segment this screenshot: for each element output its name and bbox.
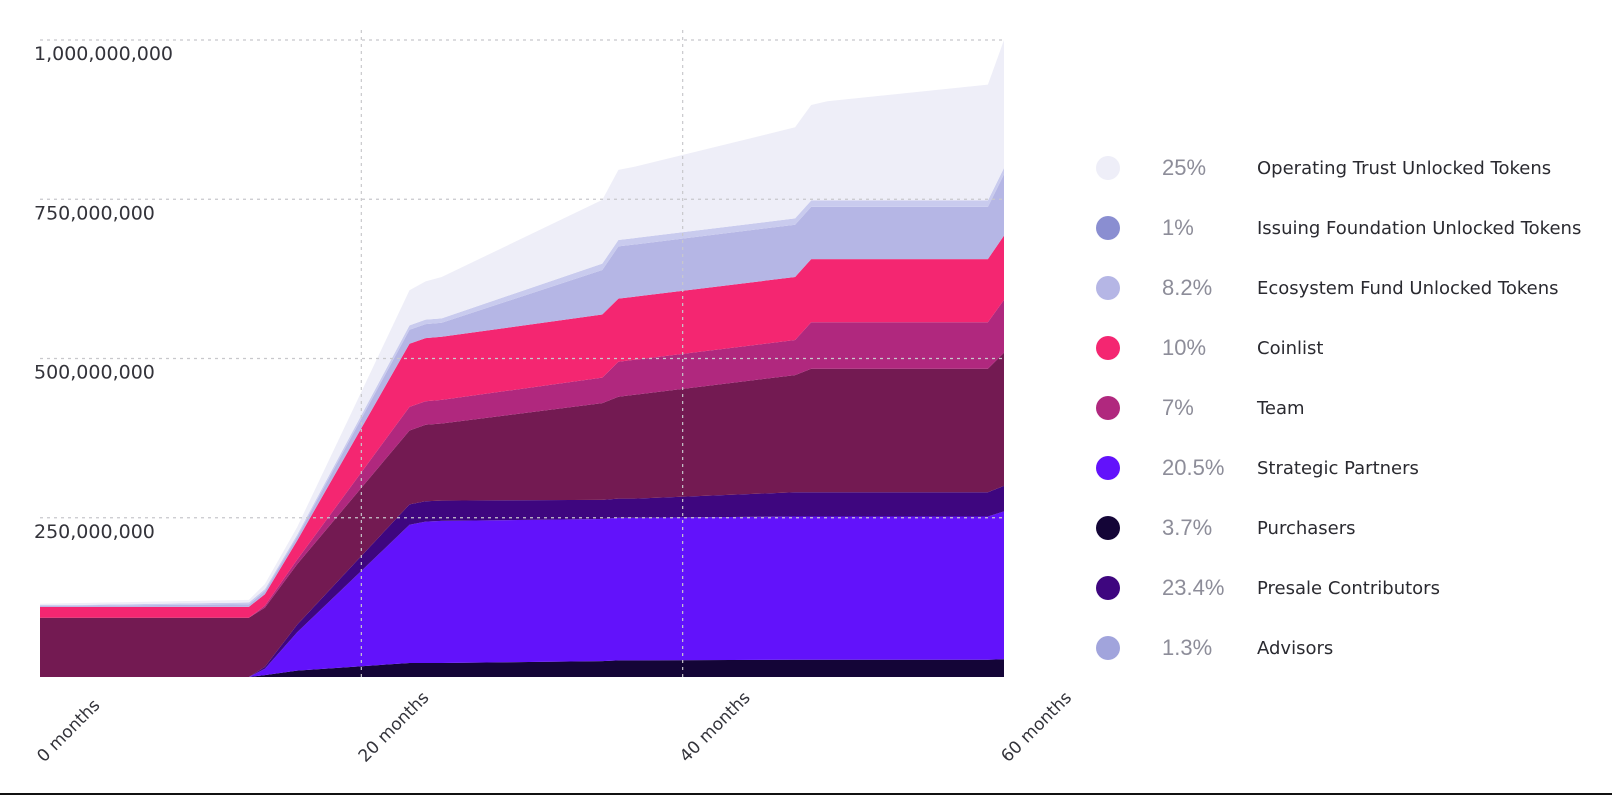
- legend-swatch: [1096, 216, 1120, 240]
- y-tick-label: 250,000,000: [34, 521, 155, 543]
- legend-percent: 1.3%: [1162, 635, 1213, 660]
- legend-percent: 1%: [1162, 215, 1194, 240]
- legend-swatch: [1096, 516, 1120, 540]
- legend-item: 1% Issuing Foundation Unlocked Tokens: [1096, 198, 1596, 258]
- y-tick-label: 500,000,000: [34, 362, 155, 384]
- legend-label: Team: [1257, 397, 1305, 419]
- area-series-2: [40, 511, 1004, 677]
- legend-swatch: [1096, 456, 1120, 480]
- x-tick-label: 20 months: [355, 688, 434, 767]
- y-tick-label: 1,000,000,000: [34, 43, 173, 65]
- x-tick-label: 40 months: [676, 688, 755, 767]
- legend-label: Coinlist: [1257, 337, 1324, 359]
- legend-label: Operating Trust Unlocked Tokens: [1257, 157, 1552, 179]
- legend-label: Strategic Partners: [1257, 457, 1419, 479]
- legend-label: Issuing Foundation Unlocked Tokens: [1257, 217, 1582, 239]
- legend-item: 10% Coinlist: [1096, 318, 1596, 378]
- legend-label: Ecosystem Fund Unlocked Tokens: [1257, 277, 1559, 299]
- legend-item: 7% Team: [1096, 378, 1596, 438]
- x-tick-label: 60 months: [997, 688, 1076, 767]
- legend-percent: 23.4%: [1162, 575, 1225, 600]
- y-tick-label: 750,000,000: [34, 202, 155, 224]
- legend-swatch: [1096, 276, 1120, 300]
- legend-swatch: [1096, 576, 1120, 600]
- legend-swatch: [1096, 636, 1120, 660]
- area-series-1: [40, 659, 1004, 677]
- legend-label: Advisors: [1257, 637, 1334, 659]
- legend-item: 1.3% Advisors: [1096, 618, 1596, 678]
- area-series-7: [40, 174, 1004, 607]
- legend-label: Presale Contributors: [1257, 577, 1440, 599]
- legend-item: 20.5% Strategic Partners: [1096, 438, 1596, 498]
- area-series-5: [40, 299, 1004, 618]
- area-series-3: [40, 485, 1004, 677]
- legend-swatch: [1096, 156, 1120, 180]
- legend-swatch: [1096, 336, 1120, 360]
- chart-legend: 25% Operating Trust Unlocked Tokens 1% I…: [1096, 138, 1596, 678]
- legend-item: 23.4% Presale Contributors: [1096, 558, 1596, 618]
- legend-item: 25% Operating Trust Unlocked Tokens: [1096, 138, 1596, 198]
- legend-percent: 8.2%: [1162, 275, 1213, 300]
- legend-item: 8.2% Ecosystem Fund Unlocked Tokens: [1096, 258, 1596, 318]
- x-tick-label: 0 months: [33, 696, 104, 767]
- legend-label: Purchasers: [1257, 517, 1356, 539]
- legend-percent: 20.5%: [1162, 455, 1225, 480]
- legend-percent: 10%: [1162, 335, 1207, 360]
- area-series-4: [40, 352, 1004, 677]
- legend-percent: 7%: [1162, 395, 1194, 420]
- legend-item: 3.7% Purchasers: [1096, 498, 1596, 558]
- bottom-divider: [0, 793, 1612, 795]
- legend-swatch: [1096, 396, 1120, 420]
- legend-percent: 3.7%: [1162, 515, 1213, 540]
- area-series-9: [40, 40, 1004, 605]
- area-series-6: [40, 235, 1004, 618]
- legend-percent: 25%: [1162, 155, 1207, 180]
